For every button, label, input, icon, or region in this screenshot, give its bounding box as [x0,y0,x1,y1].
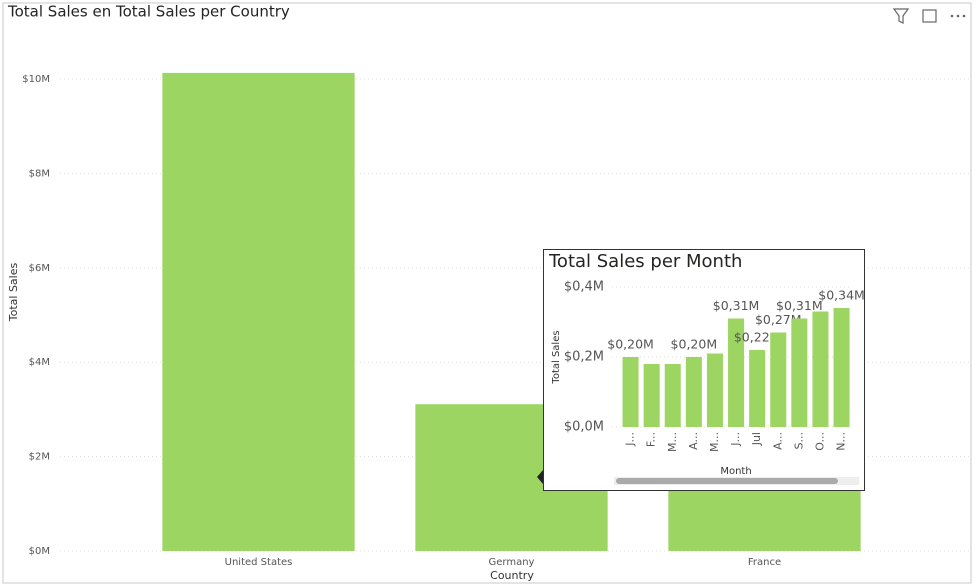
filter-icon[interactable] [892,8,910,24]
y-tick-label: $0M [29,546,50,557]
data-label: $0,34M [818,288,865,303]
y-tick-label: $6M [29,263,50,274]
x-tick-label: N... [835,432,848,451]
x-tick-label: United States [225,557,293,568]
x-tick-label: J... [729,432,742,447]
y-tick-label: $2M [29,452,50,463]
bar [685,357,702,427]
visual-header-icons[interactable] [892,8,966,24]
tooltip-y-axis-title: Total Sales [551,330,562,384]
x-tick-label: F... [645,432,658,447]
bar [833,308,850,427]
bar [643,364,660,427]
data-label: $0,31M [713,298,760,313]
chart-title: Total Sales en Total Sales per Country [7,3,290,21]
y-tick-label: $10M [22,74,50,85]
tooltip-pointer [537,470,543,484]
bar [791,318,808,427]
tooltip-box [543,249,865,491]
x-tick-label: O... [813,432,826,451]
x-tick-label: M... [666,432,679,452]
y-tick-label: $0,0M [564,420,604,435]
bar [664,364,681,427]
bar [812,311,829,427]
y-axis-title: Total Sales [7,263,20,323]
x-tick-label: S... [792,432,805,449]
focus-icon[interactable] [922,9,937,23]
bar [622,357,639,427]
x-tick-label: Jul [750,432,763,446]
data-label: $0,20M [671,337,718,352]
data-label: $0,31M [776,298,823,313]
y-tick-label: $0,2M [564,350,604,365]
tooltip: Total Sales per Month Month Total Sales … [537,249,865,491]
tooltip-x-axis-title: Month [720,466,751,477]
y-tick-label: $0,4M [564,280,604,295]
tooltip-title: Total Sales per Month [548,251,742,272]
data-label: $0,22M [734,330,781,345]
x-tick-label: A... [771,432,784,450]
x-axis-title: Country [490,569,534,582]
bar [728,318,745,427]
x-tick-label: Germany [489,557,535,568]
bar [706,353,723,427]
tooltip-chart: $0,0M $0,2M $0,4M J... $0,20M F... M... A... $0,… [564,280,865,452]
bar [162,72,355,551]
more-options-icon[interactable] [950,14,966,18]
x-tick-label: M... [708,432,721,452]
scrollbar-thumb[interactable] [616,478,838,484]
bar [770,332,787,427]
x-tick-label: J... [624,432,637,447]
data-label: $0,27M [755,312,802,327]
bar [749,350,766,427]
y-tick-label: $4M [29,357,50,368]
x-tick-label: A... [687,432,700,450]
y-tick-label: $8M [29,168,50,179]
x-tick-label: France [748,557,781,568]
data-label: $0,20M [607,337,654,352]
